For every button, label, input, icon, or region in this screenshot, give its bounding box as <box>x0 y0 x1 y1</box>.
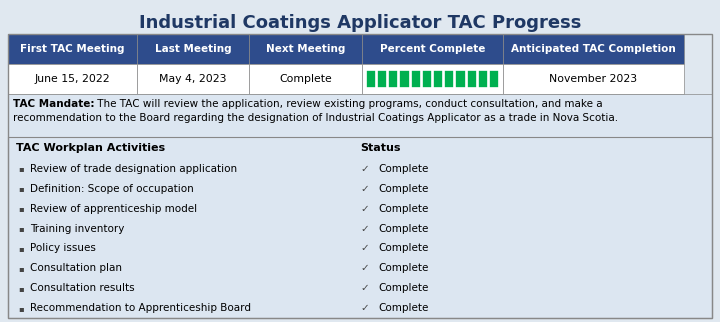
Bar <box>8 64 137 94</box>
Text: TAC Mandate:: TAC Mandate: <box>13 99 94 109</box>
Text: ✓: ✓ <box>360 204 369 214</box>
Text: ✓: ✓ <box>360 184 369 194</box>
Text: ✓: ✓ <box>360 223 369 233</box>
Text: ▪: ▪ <box>18 264 24 273</box>
Bar <box>503 64 684 94</box>
Bar <box>467 70 477 88</box>
Text: The TAC will review the application, review existing programs, conduct consultat: The TAC will review the application, rev… <box>94 99 603 109</box>
Text: Review of apprenticeship model: Review of apprenticeship model <box>30 204 197 214</box>
Bar <box>137 64 249 94</box>
Text: Consultation results: Consultation results <box>30 283 135 293</box>
Text: Policy issues: Policy issues <box>30 243 96 253</box>
Text: Complete: Complete <box>279 74 332 84</box>
Text: ✓: ✓ <box>360 303 369 313</box>
Bar <box>489 70 500 88</box>
Bar <box>8 34 137 64</box>
Bar <box>8 34 712 318</box>
Text: Review of trade designation application: Review of trade designation application <box>30 164 237 174</box>
Text: First TAC Meeting: First TAC Meeting <box>20 44 125 54</box>
Bar <box>8 137 712 318</box>
Bar <box>362 64 503 94</box>
Bar <box>249 64 362 94</box>
Text: Next Meeting: Next Meeting <box>266 44 346 54</box>
Text: ▪: ▪ <box>18 224 24 233</box>
Text: Anticipated TAC Completion: Anticipated TAC Completion <box>511 44 676 54</box>
Bar <box>388 70 398 88</box>
Text: November 2023: November 2023 <box>549 74 637 84</box>
Bar <box>400 70 410 88</box>
Text: May 4, 2023: May 4, 2023 <box>159 74 227 84</box>
Bar <box>444 70 454 88</box>
Text: ✓: ✓ <box>360 243 369 253</box>
Text: Training inventory: Training inventory <box>30 223 125 233</box>
Bar <box>433 70 444 88</box>
Text: ▪: ▪ <box>18 304 24 313</box>
Text: Recommendation to Apprenticeship Board: Recommendation to Apprenticeship Board <box>30 303 251 313</box>
Text: Complete: Complete <box>378 263 428 273</box>
Text: ✓: ✓ <box>360 164 369 174</box>
Text: ▪: ▪ <box>18 184 24 193</box>
Text: ▪: ▪ <box>18 204 24 213</box>
Bar <box>249 34 362 64</box>
Text: ✓: ✓ <box>360 263 369 273</box>
Bar <box>456 70 466 88</box>
Text: ▪: ▪ <box>18 284 24 293</box>
Bar <box>410 70 420 88</box>
Text: TAC Workplan Activities: TAC Workplan Activities <box>16 143 165 153</box>
Text: June 15, 2022: June 15, 2022 <box>35 74 110 84</box>
Text: Definition: Scope of occupation: Definition: Scope of occupation <box>30 184 194 194</box>
Text: Consultation plan: Consultation plan <box>30 263 122 273</box>
Text: ▪: ▪ <box>18 165 24 174</box>
Text: Complete: Complete <box>378 283 428 293</box>
Text: ✓: ✓ <box>360 283 369 293</box>
Text: ▪: ▪ <box>18 244 24 253</box>
Text: Complete: Complete <box>378 184 428 194</box>
Text: Industrial Coatings Applicator TAC Progress: Industrial Coatings Applicator TAC Progr… <box>139 14 581 32</box>
Text: Complete: Complete <box>378 223 428 233</box>
Text: recommendation to the Board regarding the designation of Industrial Coatings App: recommendation to the Board regarding th… <box>13 113 618 123</box>
Bar <box>478 70 488 88</box>
Bar <box>377 70 387 88</box>
Text: Percent Complete: Percent Complete <box>380 44 485 54</box>
Bar <box>366 70 376 88</box>
Bar <box>137 34 249 64</box>
Text: Status: Status <box>360 143 400 153</box>
Text: Complete: Complete <box>378 204 428 214</box>
Text: Complete: Complete <box>378 164 428 174</box>
Bar <box>422 70 432 88</box>
Bar <box>503 34 684 64</box>
Bar <box>8 94 712 137</box>
Text: Complete: Complete <box>378 303 428 313</box>
Bar <box>362 34 503 64</box>
Text: Last Meeting: Last Meeting <box>155 44 231 54</box>
Text: Complete: Complete <box>378 243 428 253</box>
